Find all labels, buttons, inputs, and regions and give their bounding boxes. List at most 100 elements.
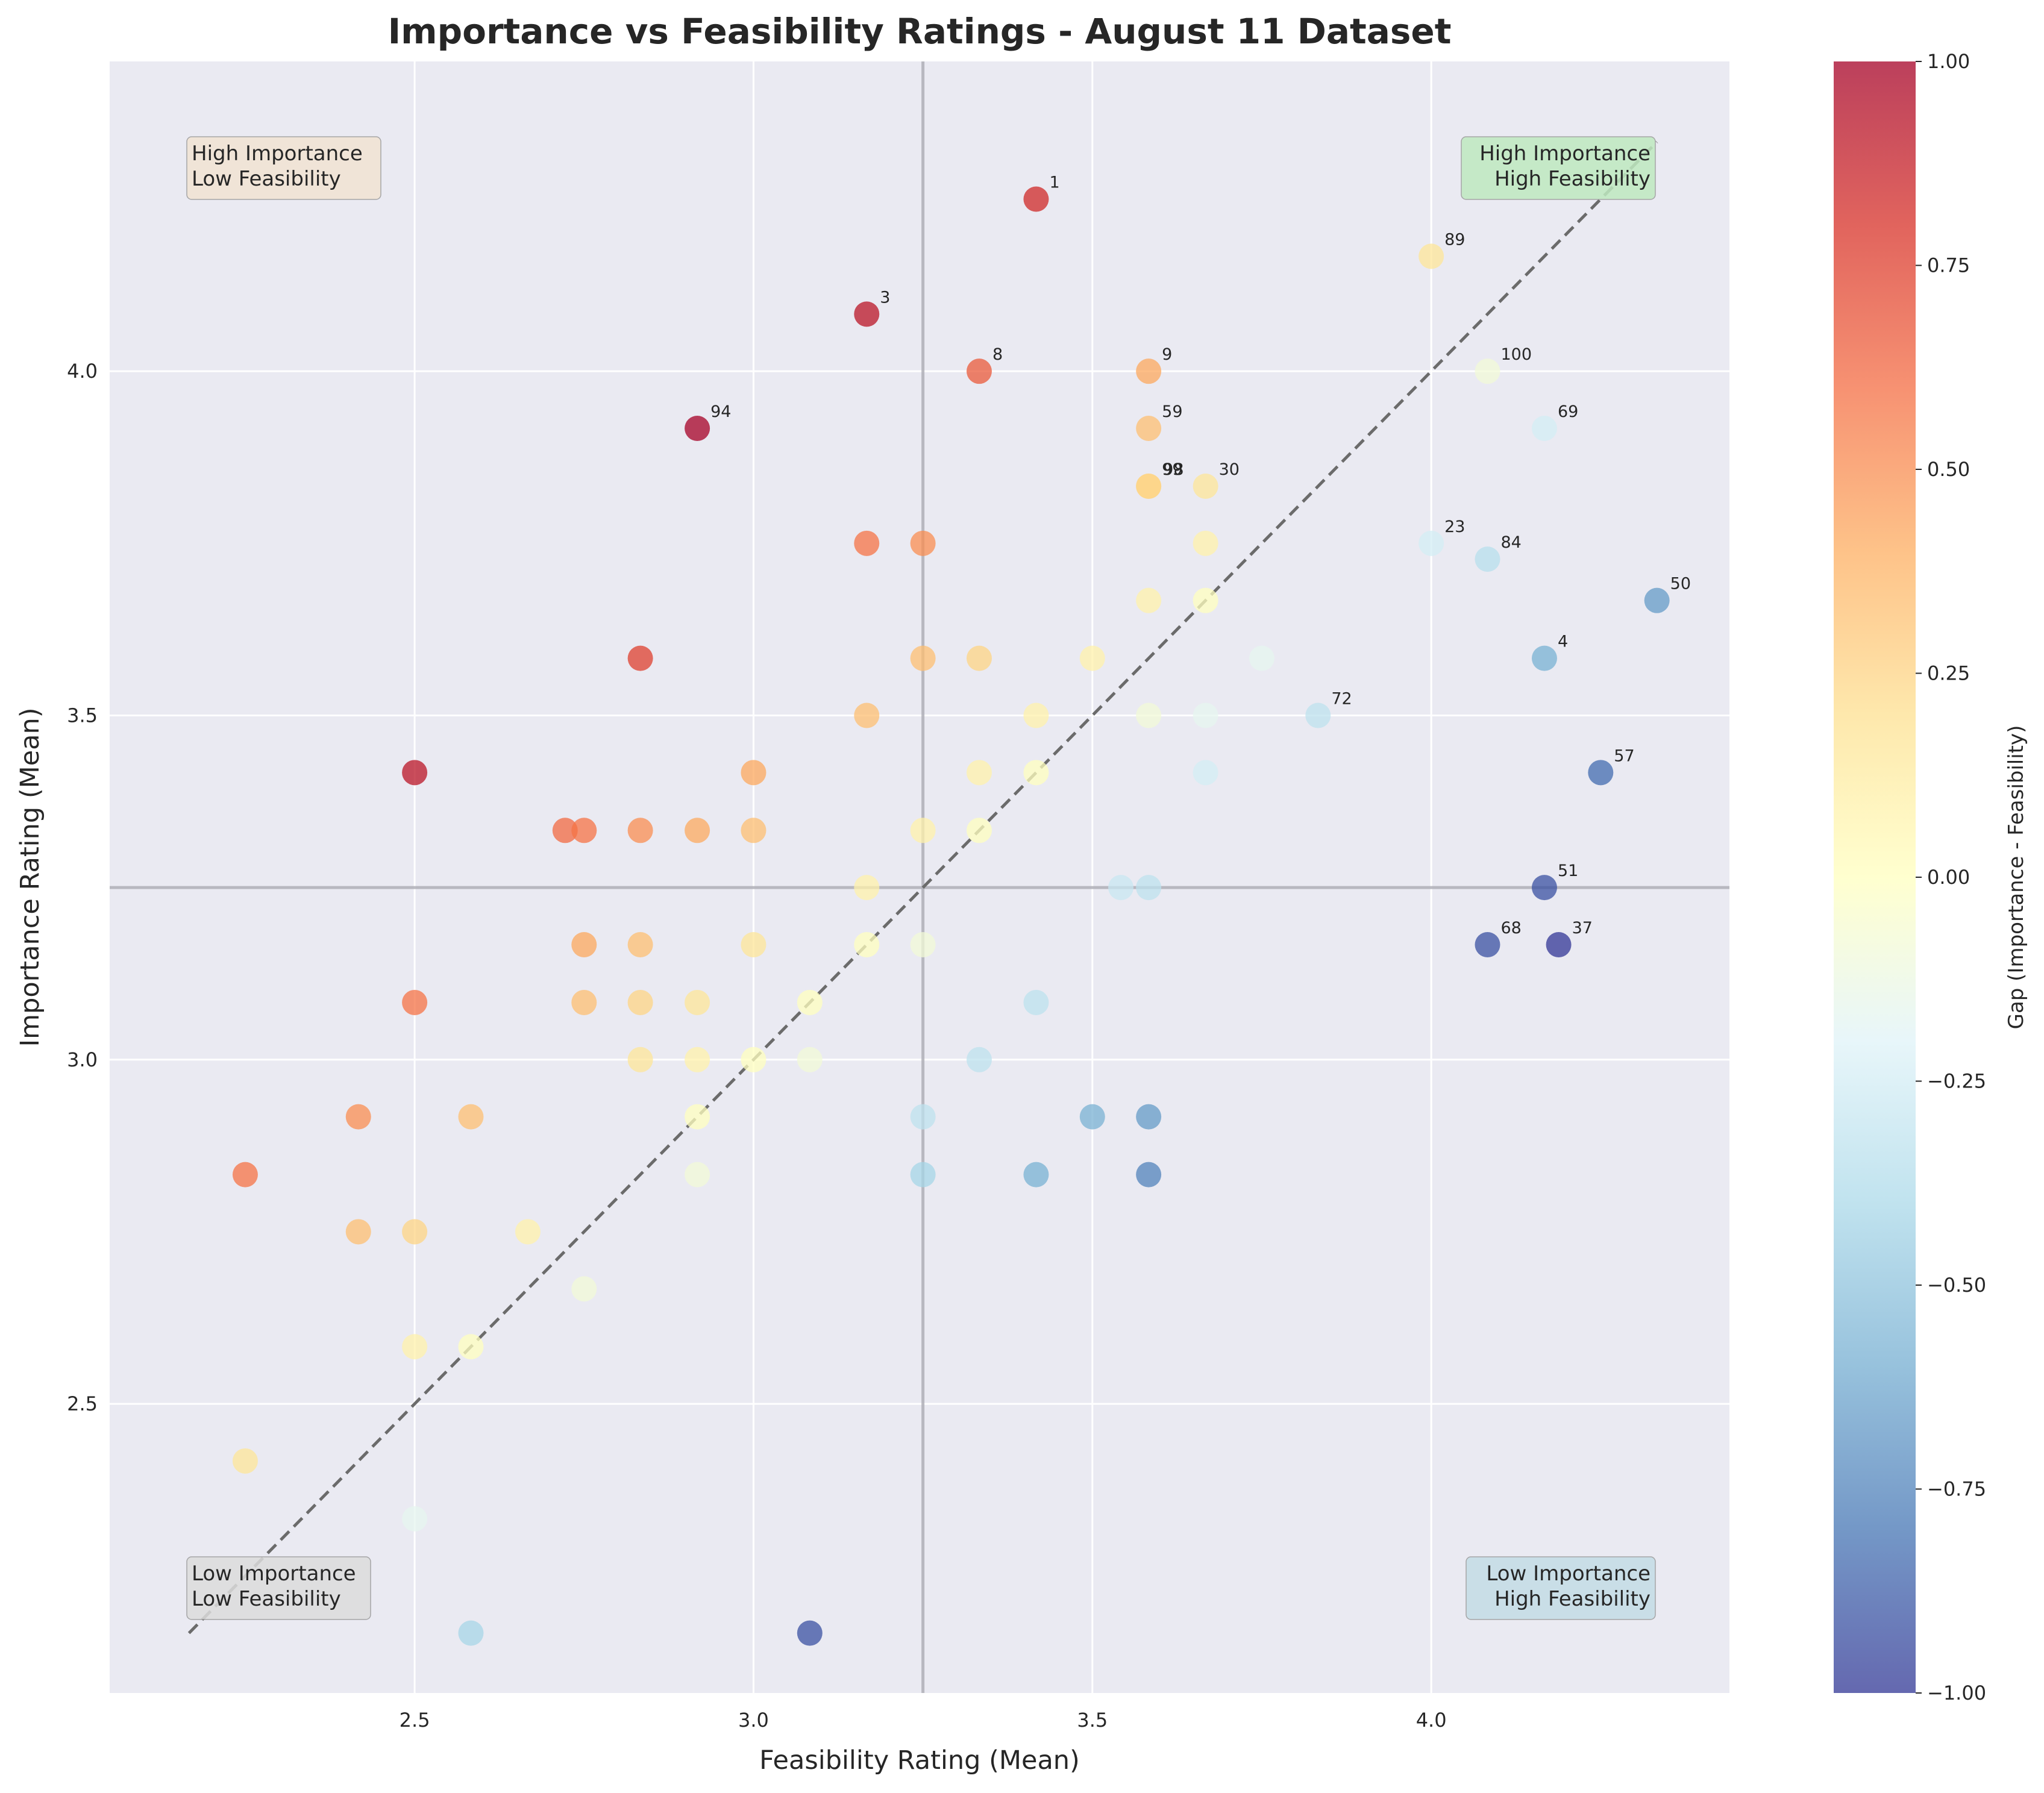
data-point (1531, 645, 1557, 671)
data-point (1023, 1162, 1049, 1188)
colorbar-tick-label: 0.50 (1927, 458, 1970, 481)
data-point (966, 645, 992, 671)
y-tick-label: 3.5 (67, 704, 98, 727)
colorbar-tick-label: 0.00 (1927, 866, 1970, 889)
x-tick-label: 2.5 (400, 1709, 430, 1732)
quadrant-label-text: High Importance (1479, 142, 1651, 166)
data-point (966, 358, 992, 384)
data-point (1079, 1104, 1105, 1130)
quadrant-label-text: Low Importance (192, 1562, 356, 1586)
point-label: 50 (1670, 575, 1691, 593)
reference-lines (110, 61, 1729, 1693)
data-point (966, 1047, 992, 1072)
y-axis-label: Importance Rating (Mean) (15, 707, 45, 1047)
data-point (854, 702, 880, 728)
data-point (1136, 702, 1162, 728)
data-point (232, 1448, 258, 1474)
data-point (1531, 416, 1557, 442)
point-label: 9 (1162, 345, 1172, 364)
point-label: 84 (1500, 533, 1521, 552)
quadrant-label-text: High Feasibility (1494, 167, 1651, 191)
data-points (232, 186, 1670, 1646)
data-point (402, 989, 428, 1015)
y-tick-label: 2.5 (67, 1392, 98, 1415)
colorbar-tick-label: −0.75 (1927, 1478, 1986, 1501)
quadrant-label-box (1466, 1556, 1656, 1620)
data-point (910, 530, 936, 556)
data-point (685, 1047, 710, 1072)
point-label: 99 (1162, 460, 1182, 479)
data-point (1136, 416, 1162, 442)
data-point (1136, 358, 1162, 384)
data-point (854, 875, 880, 901)
point-label: 72 (1331, 689, 1352, 708)
data-point (685, 989, 710, 1015)
data-point (966, 760, 992, 786)
x-tick-label: 3.5 (1077, 1709, 1108, 1732)
data-point (1475, 931, 1500, 957)
data-point (627, 818, 653, 843)
data-point (1136, 1104, 1162, 1130)
data-point (910, 1162, 936, 1188)
data-point (1193, 702, 1218, 728)
data-point (854, 301, 880, 327)
data-point (910, 645, 936, 671)
data-point (910, 931, 936, 957)
x-tick-label: 3.0 (738, 1709, 769, 1732)
data-point (685, 416, 710, 442)
data-point (1023, 760, 1049, 786)
data-point (571, 931, 597, 957)
diagonal-reference-line (187, 140, 1658, 1635)
colorbar-tick-label: −0.25 (1927, 1070, 1986, 1093)
data-point (741, 760, 766, 786)
point-label: 68 (1500, 919, 1521, 937)
quadrant-label-text: Low Importance (1486, 1562, 1651, 1586)
colorbar-label: Gap (Importance - Feasibility) (2004, 725, 2028, 1030)
point-label: 94 (710, 402, 731, 421)
data-point (1193, 760, 1218, 786)
point-label: 30 (1219, 460, 1240, 479)
quadrant-label-box (186, 1556, 371, 1620)
data-point (1305, 702, 1331, 728)
data-point (966, 818, 992, 843)
data-point (232, 1162, 258, 1188)
data-point (571, 1276, 597, 1302)
data-point (1193, 530, 1218, 556)
colorbar-tick-label: 0.75 (1927, 254, 1970, 277)
colorbar-tick-label: −1.00 (1927, 1682, 1986, 1704)
data-point (910, 1104, 936, 1130)
point-label: 1 (1049, 174, 1059, 192)
point-label: 8 (992, 345, 1003, 364)
data-point (571, 989, 597, 1015)
data-point (627, 989, 653, 1015)
point-label: 57 (1614, 746, 1634, 765)
y-axis-ticks: 2.5 3.0 3.5 4.0 (67, 360, 98, 1415)
data-point (627, 931, 653, 957)
data-point (515, 1219, 541, 1245)
data-point (685, 1104, 710, 1130)
grid-lines (110, 61, 1729, 1693)
data-point (1546, 931, 1572, 957)
data-point (1419, 530, 1444, 556)
data-point (345, 1219, 371, 1245)
data-point (1249, 645, 1274, 671)
chart-title: Importance vs Feasibility Ratings - Augu… (388, 11, 1452, 52)
data-point (345, 1104, 371, 1130)
data-point (1475, 358, 1500, 384)
data-point (910, 818, 936, 843)
point-label: 51 (1558, 862, 1578, 880)
data-point (1136, 587, 1162, 613)
data-point (402, 1506, 428, 1532)
data-point (402, 1334, 428, 1360)
point-label: 23 (1444, 518, 1465, 536)
data-point (458, 1104, 484, 1130)
data-point (458, 1620, 484, 1646)
colorbar-ticks: 1.00 0.75 0.50 0.25 0.00 −0.25 −0.50 −0.75 −1.00 (1916, 50, 1986, 1704)
quadrant-label-text: Low Feasibility (192, 1587, 341, 1611)
